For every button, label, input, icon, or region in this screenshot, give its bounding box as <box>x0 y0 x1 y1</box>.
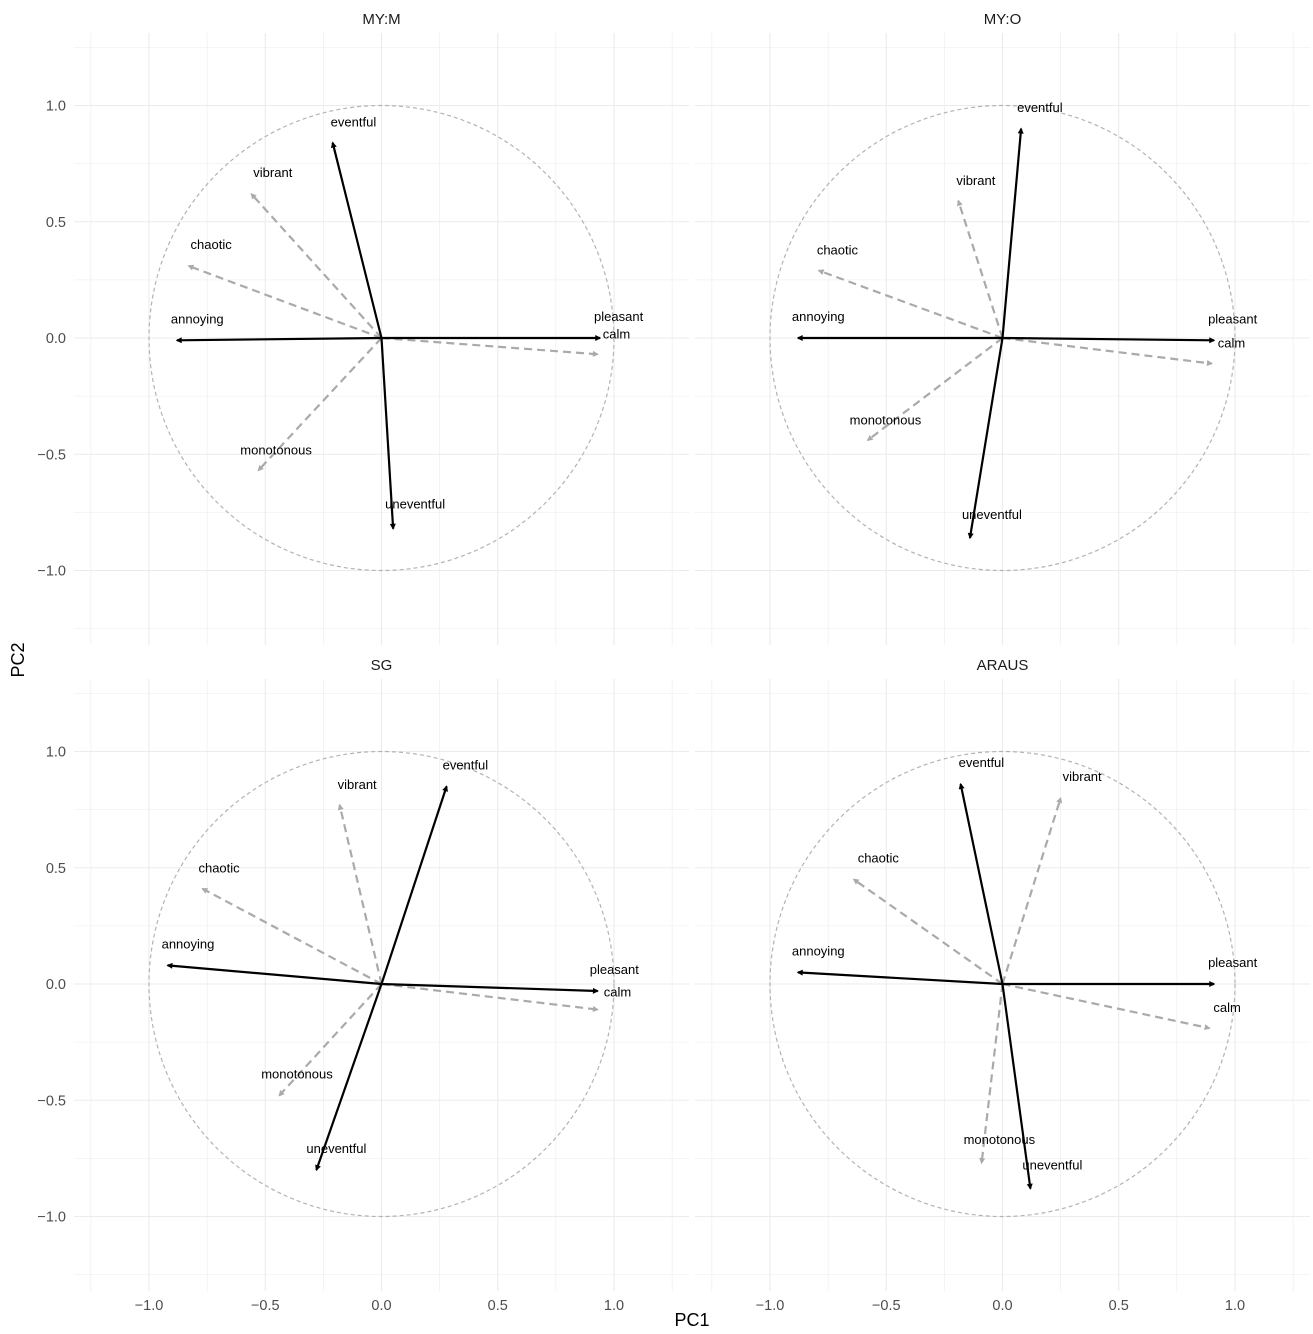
panel-2: MY:O pleasant annoying eventful uneventful ca… <box>695 11 1310 645</box>
y-tick-label: 0.0 <box>46 331 66 347</box>
vector-label-uneventful: uneventful <box>1022 1158 1082 1173</box>
vector-arrow-chaotic <box>187 264 382 340</box>
unit-circle <box>148 104 615 572</box>
vector-arrow-uneventful <box>380 337 396 530</box>
vector-label-annoying: annoying <box>792 943 845 958</box>
vector-arrow-eventful <box>330 141 383 339</box>
vector-arrow-pleasant <box>1002 336 1216 344</box>
y-tick-label: 0.5 <box>46 861 66 877</box>
vector-arrow-vibrant <box>250 192 383 339</box>
vector-arrow-eventful <box>1001 127 1024 339</box>
vector-label-annoying: annoying <box>792 309 845 324</box>
x-tick-label: −0.5 <box>251 1298 280 1314</box>
vector-arrow-monotonous <box>866 337 1004 442</box>
vector-label-eventful: eventful <box>1017 100 1063 115</box>
y-axis-title: PC2 <box>8 642 28 677</box>
y-tick-label: −1.0 <box>37 564 66 580</box>
vector-label-monotonous: monotonous <box>850 412 922 427</box>
vector-label-annoying: annoying <box>171 311 224 326</box>
vector-label-monotonous: monotonous <box>964 1132 1036 1147</box>
panel-3: SG −1.0 −0.5 0.0 0.5 1.0 −1.0 −0.5 0.0 0.5 1.0 plea… <box>37 657 689 1314</box>
vector-arrow-calm <box>1002 336 1213 366</box>
vector-label-pleasant: pleasant <box>594 309 644 324</box>
panel-1: MY:M −1.0 −0.5 0.0 0.5 1.0 pleasant annoying eve… <box>37 11 689 645</box>
vector-arrow-monotonous <box>257 337 383 472</box>
vector-arrow-annoying <box>166 962 382 986</box>
vector-label-monotonous: monotonous <box>261 1067 333 1082</box>
vector-arrow-chaotic <box>201 887 383 985</box>
vector-arrow-eventful <box>380 785 448 985</box>
vector-arrow-uneventful <box>1001 983 1033 1190</box>
vector-label-uneventful: uneventful <box>306 1141 366 1156</box>
vector-arrow-chaotic <box>817 269 1003 340</box>
vector-arrow-vibrant <box>1001 796 1063 985</box>
vector-label-chaotic: chaotic <box>817 243 859 258</box>
y-tick-label: 0.0 <box>46 977 66 993</box>
vector-arrow-pleasant <box>381 982 599 994</box>
vector-arrow-eventful <box>958 782 1004 985</box>
unit-circle <box>148 750 615 1218</box>
vector-label-eventful: eventful <box>443 757 489 772</box>
vector-label-uneventful: uneventful <box>962 507 1022 522</box>
x-tick-label: 1.0 <box>1225 1298 1245 1314</box>
vector-arrow-vibrant <box>337 803 383 985</box>
y-tick-label: 0.5 <box>46 215 66 231</box>
vector-label-annoying: annoying <box>162 936 215 951</box>
vector-arrow-calm <box>381 336 599 357</box>
vector-label-calm: calm <box>1213 1000 1240 1015</box>
vector-label-vibrant: vibrant <box>956 173 995 188</box>
panel-title: SG <box>371 657 393 674</box>
vector-label-vibrant: vibrant <box>338 777 377 792</box>
panel-title: ARAUS <box>977 657 1029 674</box>
vector-arrow-uneventful <box>315 983 383 1172</box>
vector-label-calm: calm <box>603 326 630 341</box>
vector-label-pleasant: pleasant <box>1208 311 1258 326</box>
vector-label-chaotic: chaotic <box>858 850 900 865</box>
panel-title: MY:O <box>984 11 1022 28</box>
vector-label-monotonous: monotonous <box>240 443 312 458</box>
vector-arrow-vibrant <box>956 199 1004 339</box>
x-tick-label: −1.0 <box>135 1298 164 1314</box>
vector-arrow-uneventful <box>967 337 1004 540</box>
x-tick-label: −1.0 <box>756 1298 785 1314</box>
panel-4: ARAUS −1.0 −0.5 0.0 0.5 1.0 pleasant annoying ev… <box>695 657 1310 1314</box>
unit-circle <box>769 750 1236 1218</box>
x-tick-label: 0.5 <box>488 1298 508 1314</box>
vector-arrow-calm <box>1002 982 1211 1031</box>
x-axis-title: PC1 <box>674 1310 709 1330</box>
vector-label-vibrant: vibrant <box>1063 769 1102 784</box>
vector-arrow-monotonous <box>979 983 1004 1165</box>
y-tick-label: −1.0 <box>37 1210 66 1226</box>
x-tick-label: 1.0 <box>604 1298 624 1314</box>
panel-title: MY:M <box>362 11 400 28</box>
vector-arrow-chaotic <box>852 878 1004 985</box>
vector-label-vibrant: vibrant <box>253 165 292 180</box>
vector-label-chaotic: chaotic <box>191 237 233 252</box>
vector-label-eventful: eventful <box>331 115 377 130</box>
unit-circle <box>769 104 1236 572</box>
y-tick-label: 1.0 <box>46 99 66 115</box>
x-tick-label: 0.5 <box>1109 1298 1129 1314</box>
vector-label-pleasant: pleasant <box>1208 955 1258 970</box>
vector-label-calm: calm <box>604 985 631 1000</box>
y-tick-label: −0.5 <box>37 1093 66 1109</box>
y-tick-label: −0.5 <box>37 447 66 463</box>
vector-arrow-annoying <box>175 336 382 344</box>
vector-label-chaotic: chaotic <box>198 861 240 876</box>
vector-label-pleasant: pleasant <box>590 962 640 977</box>
y-tick-label: 1.0 <box>46 745 66 761</box>
vector-arrow-calm <box>381 982 599 1012</box>
x-tick-label: −0.5 <box>872 1298 901 1314</box>
vector-label-eventful: eventful <box>959 755 1005 770</box>
vector-label-calm: calm <box>1218 336 1245 351</box>
x-tick-label: 0.0 <box>371 1298 391 1314</box>
vector-arrow-annoying <box>796 969 1003 986</box>
x-tick-label: 0.0 <box>992 1298 1012 1314</box>
vector-label-uneventful: uneventful <box>385 497 445 512</box>
